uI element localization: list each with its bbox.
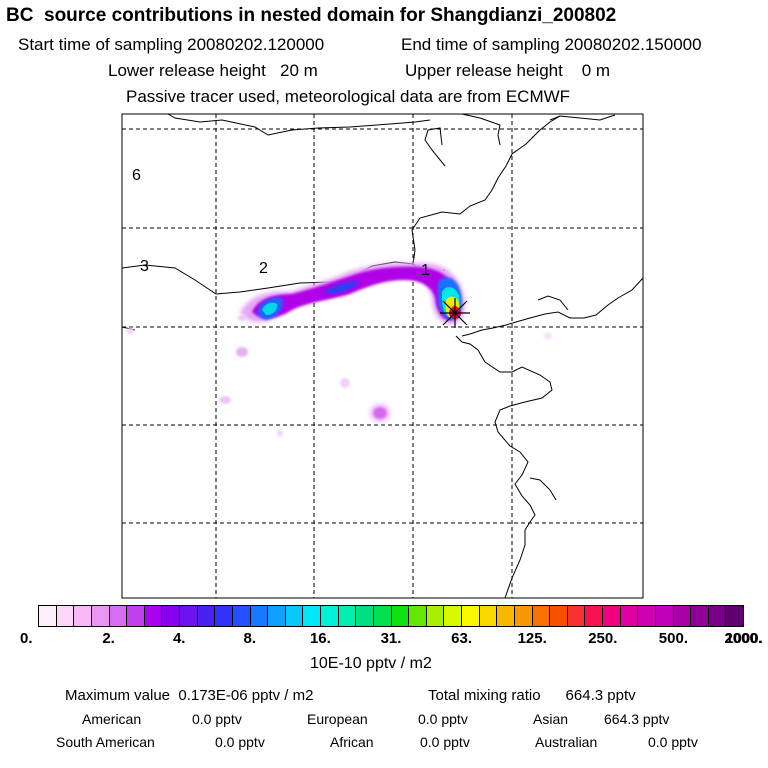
start-time: Start time of sampling 20080202.120000 (18, 35, 325, 54)
max-value: Maximum value 0.173E-06 pptv / m2 (65, 687, 314, 704)
colorbar-segment (462, 606, 480, 626)
lower-release-height: Lower release height 20 m (108, 61, 318, 80)
colorbar-segment (532, 606, 551, 626)
colorbar-tick-label: 125. (517, 630, 547, 647)
colorbar-segment (162, 606, 180, 626)
plume-spot (544, 332, 552, 340)
australian-label: Australian (535, 734, 598, 750)
grid-lines (122, 114, 643, 598)
receptor-star-icon (440, 298, 470, 328)
asian-label: Asian (533, 711, 569, 727)
african-label: African (330, 734, 374, 750)
colorbar-unit: 10E-10 pptv / m2 (310, 655, 432, 672)
colorbar-segment (444, 606, 462, 626)
colorbar-tick-label: 1000. (725, 630, 763, 647)
colorbar-segment (197, 606, 216, 626)
colorbar-tick-label: 250. (588, 630, 618, 647)
colorbar-tick-label: 8. (243, 630, 257, 647)
plume-spot (340, 378, 350, 388)
total-mixing-ratio: Total mixing ratio 664.3 pptv (428, 687, 636, 704)
american-value: 0.0 pptv (192, 711, 242, 727)
south-american-value: 0.0 pptv (215, 734, 265, 750)
region-label-3: 3 (140, 258, 149, 275)
colorbar-tick-label: 4. (172, 630, 186, 647)
colorbar-segment (268, 606, 286, 626)
colorbar-segment (673, 606, 692, 626)
plume-spot (236, 347, 248, 357)
colorbar-segment (585, 606, 603, 626)
colorbar-segment (180, 606, 198, 626)
colorbar-tick-label: 2000. (724, 630, 762, 647)
australian-value: 0.0 pptv (648, 734, 698, 750)
colorbar-segment (655, 606, 674, 626)
colorbar-segment (691, 606, 709, 626)
plume-spot (238, 315, 246, 321)
plume-spot (219, 396, 231, 404)
plume-blue-mid (326, 281, 360, 294)
colorbar-segment (497, 606, 515, 626)
colorbar-segment (285, 606, 304, 626)
colorbar-tick-label: 2. (102, 630, 115, 647)
colorbar-segment (708, 606, 727, 626)
colorbar-tick-label: 0. (20, 630, 33, 647)
region-label-2: 2 (259, 260, 268, 277)
colorbar (38, 605, 744, 627)
colorbar-tick-label: 31. (380, 630, 402, 647)
colorbar-segment (620, 606, 639, 626)
tracer-note: Passive tracer used, meteorological data… (126, 87, 571, 106)
colorbar-segment (426, 606, 445, 626)
colorbar-segment (215, 606, 233, 626)
end-time: End time of sampling 20080202.150000 (401, 35, 702, 54)
map-frame (121, 113, 644, 599)
colorbar-segment (303, 606, 321, 626)
colorbar-segment (232, 606, 251, 626)
plume-spot (126, 328, 134, 334)
colorbar-segment (74, 606, 92, 626)
colorbar-tick-label: 500. (658, 630, 688, 647)
plume-spot (277, 429, 283, 437)
colorbar-segment (39, 606, 57, 626)
region-label-6: 6 (132, 167, 141, 184)
upper-release-height: Upper release height 0 m (405, 61, 611, 80)
colorbar-segment (726, 606, 743, 626)
south-american-label: South American (56, 734, 155, 750)
coastlines (121, 113, 644, 599)
plume-cyan-west (262, 302, 278, 316)
colorbar-segment (550, 606, 568, 626)
european-label: European (307, 711, 368, 727)
american-label: American (82, 711, 142, 727)
colorbar-segment (109, 606, 128, 626)
colorbar-segment (638, 606, 656, 626)
colorbar-segment (567, 606, 586, 626)
colorbar-segment (373, 606, 392, 626)
colorbar-segment (409, 606, 427, 626)
colorbar-segment (127, 606, 145, 626)
colorbar-segment (338, 606, 357, 626)
colorbar-segment (144, 606, 163, 626)
african-value: 0.0 pptv (420, 734, 470, 750)
colorbar-segment (479, 606, 498, 626)
plume-spot-halo (369, 403, 391, 423)
asian-value: 664.3 pptv (604, 711, 670, 727)
colorbar-segment (391, 606, 410, 626)
colorbar-segment (514, 606, 533, 626)
colorbar-segment (250, 606, 269, 626)
colorbar-tick-label: 63. (451, 630, 473, 647)
colorbar-segment (56, 606, 75, 626)
european-value: 0.0 pptv (418, 711, 468, 727)
colorbar-segment (356, 606, 374, 626)
region-label-1: 1 (421, 262, 430, 279)
map-title: BC source contributions in nested domain… (6, 5, 617, 26)
colorbar-segment (321, 606, 339, 626)
colorbar-segment (603, 606, 621, 626)
colorbar-segment (91, 606, 110, 626)
colorbar-tick-label: 16. (309, 630, 331, 647)
